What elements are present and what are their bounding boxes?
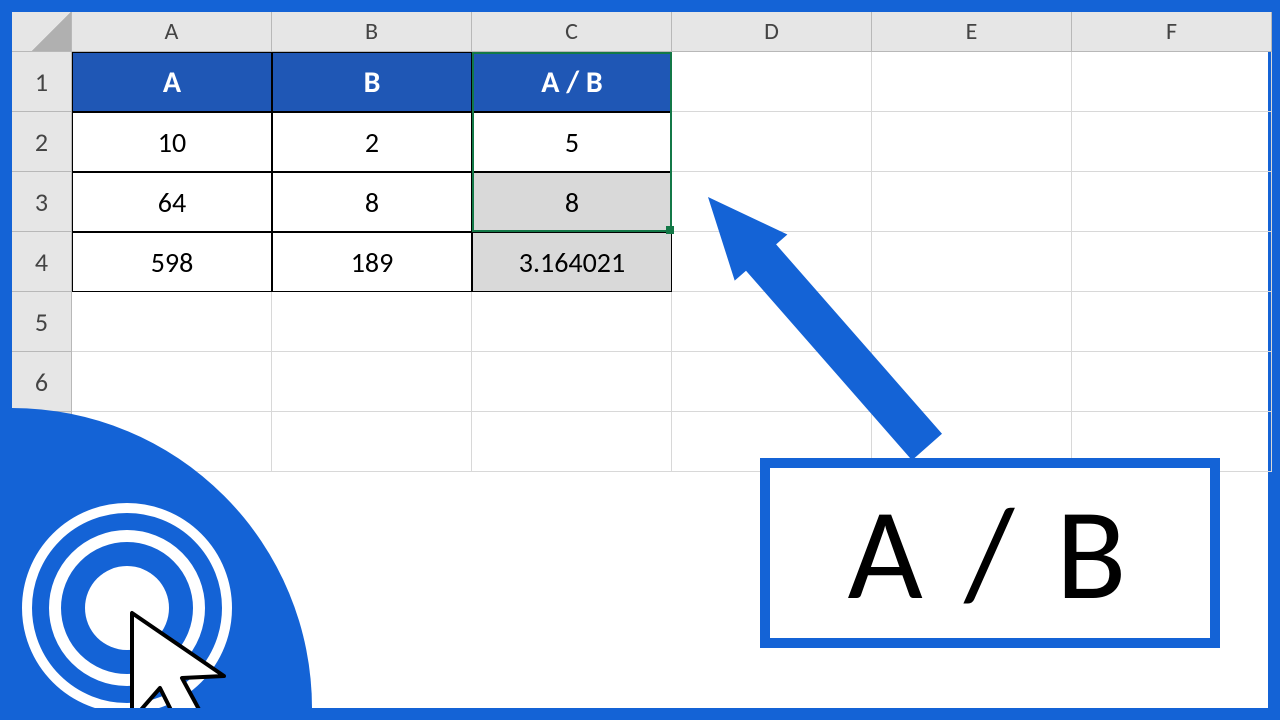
cell-A1[interactable]: A	[72, 52, 272, 112]
col-header-B[interactable]: B	[272, 12, 472, 52]
col-header-E[interactable]: E	[872, 12, 1072, 52]
row-header-6[interactable]: 6	[12, 352, 72, 412]
formula-callout: A / B	[760, 458, 1220, 648]
cell-B3[interactable]: 8	[272, 172, 472, 232]
row-header-7[interactable]: 7	[12, 412, 72, 472]
cell-A5[interactable]	[72, 292, 272, 352]
cell-B5[interactable]	[272, 292, 472, 352]
cell-D3[interactable]	[672, 172, 872, 232]
cell-C1[interactable]: A / B	[472, 52, 672, 112]
row-header-5[interactable]: 5	[12, 292, 72, 352]
cell-D6[interactable]	[672, 352, 872, 412]
cell-A3[interactable]: 64	[72, 172, 272, 232]
cell-E5[interactable]	[872, 292, 1072, 352]
cell-E2[interactable]	[872, 112, 1072, 172]
cell-A2[interactable]: 10	[72, 112, 272, 172]
cell-F2[interactable]	[1072, 112, 1272, 172]
cell-C5[interactable]	[472, 292, 672, 352]
cell-A7[interactable]	[72, 412, 272, 472]
cell-D4[interactable]	[672, 232, 872, 292]
col-header-D[interactable]: D	[672, 12, 872, 52]
cell-F6[interactable]	[1072, 352, 1272, 412]
cell-F5[interactable]	[1072, 292, 1272, 352]
cell-F4[interactable]	[1072, 232, 1272, 292]
cell-C7[interactable]	[472, 412, 672, 472]
row-header-3[interactable]: 3	[12, 172, 72, 232]
row-header-2[interactable]: 2	[12, 112, 72, 172]
cell-B2[interactable]: 2	[272, 112, 472, 172]
cell-A6[interactable]	[72, 352, 272, 412]
select-all-corner[interactable]	[12, 12, 72, 52]
cell-B1[interactable]: B	[272, 52, 472, 112]
cell-D1[interactable]	[672, 52, 872, 112]
row-header-4[interactable]: 4	[12, 232, 72, 292]
cell-E1[interactable]	[872, 52, 1072, 112]
cell-D2[interactable]	[672, 112, 872, 172]
cell-E4[interactable]	[872, 232, 1072, 292]
cell-B4[interactable]: 189	[272, 232, 472, 292]
cell-C3[interactable]: 8	[472, 172, 672, 232]
cell-F3[interactable]	[1072, 172, 1272, 232]
cell-C4[interactable]: 3.164021	[472, 232, 672, 292]
cell-B6[interactable]	[272, 352, 472, 412]
cell-E3[interactable]	[872, 172, 1072, 232]
col-header-F[interactable]: F	[1072, 12, 1272, 52]
cell-F1[interactable]	[1072, 52, 1272, 112]
cell-D5[interactable]	[672, 292, 872, 352]
cell-A4[interactable]: 598	[72, 232, 272, 292]
cell-C6[interactable]	[472, 352, 672, 412]
cell-E6[interactable]	[872, 352, 1072, 412]
app-frame: A B C D E F 1 A B A / B 2 10 2 5 3 64 8 …	[0, 0, 1280, 720]
col-header-C[interactable]: C	[472, 12, 672, 52]
col-header-A[interactable]: A	[72, 12, 272, 52]
cell-B7[interactable]	[272, 412, 472, 472]
row-header-1[interactable]: 1	[12, 52, 72, 112]
formula-callout-text: A / B	[848, 474, 1133, 633]
cell-C2[interactable]: 5	[472, 112, 672, 172]
